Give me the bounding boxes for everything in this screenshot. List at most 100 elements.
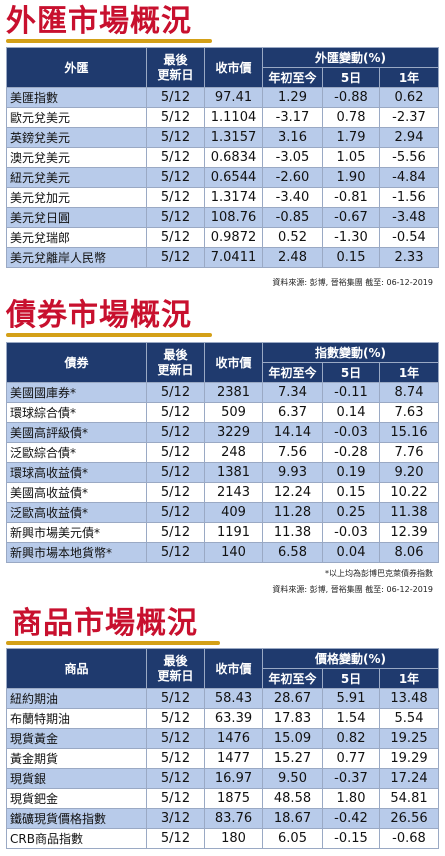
header-ytd: 年初至今	[262, 362, 323, 383]
row-1y: 13.48	[379, 688, 439, 709]
row-5d: 0.19	[322, 462, 380, 483]
row-price: 3229	[204, 422, 263, 443]
fx-table: 外匯 最後 更新日 收市價 外匯變動(%) 年初至今 5日 1年 美匯指數 5/12 97.41 1.…	[6, 47, 439, 268]
header-name: 商品	[6, 648, 147, 689]
row-5d: -0.88	[322, 87, 380, 108]
table-row: 鐵礦現貨價格指數 3/12 83.76 18.67 -0.42 26.56	[6, 808, 439, 829]
table-row: 泛歐高收益債* 5/12 409 11.28 0.25 11.38	[6, 502, 439, 523]
row-name: 鐵礦現貨價格指數	[6, 808, 147, 829]
table-row: 美國高收益債* 5/12 2143 12.24 0.15 10.22	[6, 482, 439, 503]
row-price: 509	[204, 402, 263, 423]
row-1y: 19.29	[379, 748, 439, 769]
row-5d: 0.78	[322, 107, 380, 128]
row-1y: 8.06	[379, 542, 439, 563]
row-5d: 1.05	[322, 147, 380, 168]
row-1y: 0.62	[379, 87, 439, 108]
table-row: 新興市場本地貨幣* 5/12 140 6.58 0.04 8.06	[6, 542, 439, 563]
row-name: 美匯指數	[6, 87, 147, 108]
row-ytd: 14.14	[262, 422, 323, 443]
row-name: 澳元兌美元	[6, 147, 147, 168]
row-1y: 5.54	[379, 708, 439, 729]
row-date: 5/12	[146, 422, 205, 443]
row-ytd: 7.34	[262, 382, 323, 403]
table-row: 美國國庫券* 5/12 2381 7.34 -0.11 8.74	[6, 382, 439, 403]
row-date: 5/12	[146, 748, 205, 769]
header-ytd: 年初至今	[262, 67, 323, 88]
table-row: 美元兌離岸人民幣 5/12 7.0411 2.48 0.15 2.33	[6, 247, 439, 268]
row-date: 5/12	[146, 788, 205, 809]
fx-title-text: 外匯市場概況	[6, 4, 192, 39]
row-1y: -1.56	[379, 187, 439, 208]
commodities-section-title: 商品市場概況	[6, 606, 220, 645]
header-name: 債券	[6, 342, 147, 383]
row-1y: 19.25	[379, 728, 439, 749]
row-ytd: 17.83	[262, 708, 323, 729]
header-date: 最後 更新日	[146, 648, 205, 689]
row-name: 泛歐高收益債*	[6, 502, 147, 523]
table-row: 布蘭特期油 5/12 63.39 17.83 1.54 5.54	[6, 708, 439, 729]
row-ytd: 6.58	[262, 542, 323, 563]
table-row: 美匯指數 5/12 97.41 1.29 -0.88 0.62	[6, 87, 439, 108]
row-price: 83.76	[204, 808, 263, 829]
row-ytd: 9.50	[262, 768, 323, 789]
row-ytd: 15.27	[262, 748, 323, 769]
header-5d: 5日	[322, 362, 380, 383]
row-ytd: 18.67	[262, 808, 323, 829]
table-row: 美元兌加元 5/12 1.3174 -3.40 -0.81 -1.56	[6, 187, 439, 208]
row-price: 1.3174	[204, 187, 263, 208]
row-date: 5/12	[146, 207, 205, 228]
row-5d: 1.90	[322, 167, 380, 188]
row-5d: -0.03	[322, 422, 380, 443]
table-row: 新興市場美元債* 5/12 1191 11.38 -0.03 12.39	[6, 522, 439, 543]
row-name: 美國國庫券*	[6, 382, 147, 403]
row-name: 英鎊兌美元	[6, 127, 147, 148]
header-change: 指數變動(%)	[262, 342, 439, 363]
row-name: 美國高收益債*	[6, 482, 147, 503]
row-price: 0.6834	[204, 147, 263, 168]
row-name: 歐元兌美元	[6, 107, 147, 128]
row-date: 5/12	[146, 147, 205, 168]
header-5d: 5日	[322, 67, 380, 88]
row-5d: -0.81	[322, 187, 380, 208]
row-price: 58.43	[204, 688, 263, 709]
table-row: 紐約期油 5/12 58.43 28.67 5.91 13.48	[6, 688, 439, 709]
bonds-title-text: 債券市場概況	[6, 298, 192, 333]
row-name: CRB商品指數	[6, 828, 147, 849]
row-1y: 2.94	[379, 127, 439, 148]
row-name: 現貨黃金	[6, 728, 147, 749]
row-name: 美元兌加元	[6, 187, 147, 208]
row-ytd: -2.60	[262, 167, 323, 188]
row-1y: -2.37	[379, 107, 439, 128]
bonds-source: 資料來源: 彭博, 晉裕集團 截至: 06-12-2019	[272, 585, 433, 594]
row-ytd: 9.93	[262, 462, 323, 483]
bonds-note: *以上均為彭博巴克萊債券指數	[325, 569, 433, 578]
row-5d: 0.25	[322, 502, 380, 523]
bonds-table: 債券 最後 更新日 收市價 指數變動(%) 年初至今 5日 1年 美國國庫券* 5/12 2381 7…	[6, 342, 439, 563]
row-5d: 0.77	[322, 748, 380, 769]
table-row: 黃金期貨 5/12 1477 15.27 0.77 19.29	[6, 748, 439, 769]
table-row: 歐元兌美元 5/12 1.1104 -3.17 0.78 -2.37	[6, 107, 439, 128]
row-1y: 9.20	[379, 462, 439, 483]
row-price: 7.0411	[204, 247, 263, 268]
row-name: 紐元兌美元	[6, 167, 147, 188]
row-ytd: 12.24	[262, 482, 323, 503]
row-5d: 1.80	[322, 788, 380, 809]
row-price: 409	[204, 502, 263, 523]
row-date: 5/12	[146, 402, 205, 423]
row-date: 5/12	[146, 522, 205, 543]
table-row: 環球高收益債* 5/12 1381 9.93 0.19 9.20	[6, 462, 439, 483]
row-name: 美元兌日圓	[6, 207, 147, 228]
row-price: 1.3157	[204, 127, 263, 148]
row-date: 5/12	[146, 708, 205, 729]
header-name: 外匯	[6, 47, 147, 88]
header-change: 外匯變動(%)	[262, 47, 439, 68]
fx-section-title: 外匯市場概況	[6, 4, 212, 43]
row-1y: 11.38	[379, 502, 439, 523]
header-date: 最後 更新日	[146, 47, 205, 88]
row-5d: -0.28	[322, 442, 380, 463]
header-1y: 1年	[379, 668, 439, 689]
table-row: 泛歐綜合債* 5/12 248 7.56 -0.28 7.76	[6, 442, 439, 463]
row-price: 248	[204, 442, 263, 463]
row-ytd: 1.29	[262, 87, 323, 108]
row-date: 5/12	[146, 542, 205, 563]
